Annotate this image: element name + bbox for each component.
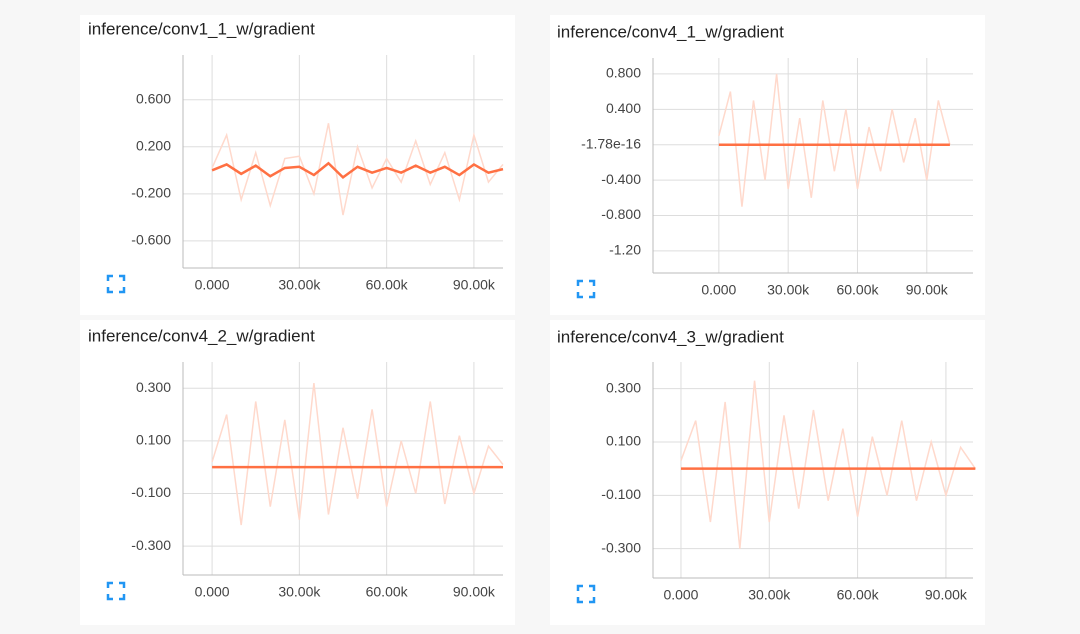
expand-icon[interactable] bbox=[106, 274, 126, 294]
x-tick-label: 90.00k bbox=[453, 277, 496, 293]
expand-icon[interactable] bbox=[106, 581, 126, 601]
x-tick-label: 30.00k bbox=[767, 282, 810, 298]
y-tick-label: -0.300 bbox=[131, 537, 171, 553]
y-tick-label: -0.200 bbox=[131, 185, 171, 201]
card-background bbox=[550, 320, 985, 625]
chart-title: inference/conv1_1_w/gradient bbox=[88, 19, 315, 38]
chart-title: inference/conv4_3_w/gradient bbox=[557, 327, 784, 346]
expand-icon[interactable] bbox=[576, 584, 596, 604]
expand-icon[interactable] bbox=[576, 279, 596, 299]
y-tick-label: 0.100 bbox=[606, 433, 641, 449]
x-tick-label: 90.00k bbox=[925, 587, 968, 603]
x-tick-label: 90.00k bbox=[906, 282, 949, 298]
x-tick-label: 60.00k bbox=[836, 282, 879, 298]
y-tick-label: 0.100 bbox=[136, 432, 171, 448]
chart-title: inference/conv4_2_w/gradient bbox=[88, 326, 315, 345]
y-tick-label: -0.300 bbox=[601, 539, 641, 555]
chart-card: inference/conv4_3_w/gradient 0.300 0.100 -0… bbox=[550, 320, 985, 625]
y-tick-label: -1.20 bbox=[609, 242, 641, 258]
y-tick-label: -0.100 bbox=[131, 484, 171, 500]
x-tick-label: 60.00k bbox=[837, 587, 880, 603]
y-tick-label: -0.100 bbox=[601, 486, 641, 502]
x-tick-label: 30.00k bbox=[278, 584, 321, 600]
card-background bbox=[80, 320, 515, 625]
y-tick-label: -0.600 bbox=[131, 232, 171, 248]
x-tick-label: 90.00k bbox=[453, 584, 496, 600]
y-tick-label: 0.800 bbox=[606, 65, 641, 81]
series-line bbox=[211, 161, 504, 180]
x-tick-label: 0.000 bbox=[195, 584, 230, 600]
y-tick-label: 0.300 bbox=[606, 379, 641, 395]
y-tick-label: -1.78e-16 bbox=[581, 135, 641, 151]
y-tick-label: 0.600 bbox=[136, 90, 171, 106]
x-tick-label: 30.00k bbox=[748, 587, 791, 603]
x-tick-label: 30.00k bbox=[278, 277, 321, 293]
chart-card: inference/conv4_1_w/gradient 0.800 0.400 -1… bbox=[550, 15, 985, 315]
x-tick-label: 0.000 bbox=[701, 282, 736, 298]
series-line bbox=[680, 380, 976, 549]
chart-card: inference/conv4_2_w/gradient 0.300 0.100 -0… bbox=[80, 320, 515, 625]
y-tick-label: -0.800 bbox=[601, 206, 641, 222]
series-line bbox=[718, 73, 951, 207]
x-tick-label: 60.00k bbox=[366, 584, 409, 600]
card-background bbox=[80, 15, 515, 315]
y-tick-label: 0.200 bbox=[136, 137, 171, 153]
x-tick-label: 60.00k bbox=[366, 277, 409, 293]
x-tick-label: 0.000 bbox=[195, 277, 230, 293]
chart-title: inference/conv4_1_w/gradient bbox=[557, 22, 784, 41]
x-tick-label: 0.000 bbox=[663, 587, 698, 603]
y-tick-label: 0.300 bbox=[136, 379, 171, 395]
card-background bbox=[550, 15, 985, 315]
chart-card: inference/conv1_1_w/gradient 0.600 0.200 -0… bbox=[80, 15, 515, 315]
y-tick-label: 0.400 bbox=[606, 100, 641, 116]
y-tick-label: -0.400 bbox=[601, 171, 641, 187]
series-line bbox=[211, 382, 504, 526]
